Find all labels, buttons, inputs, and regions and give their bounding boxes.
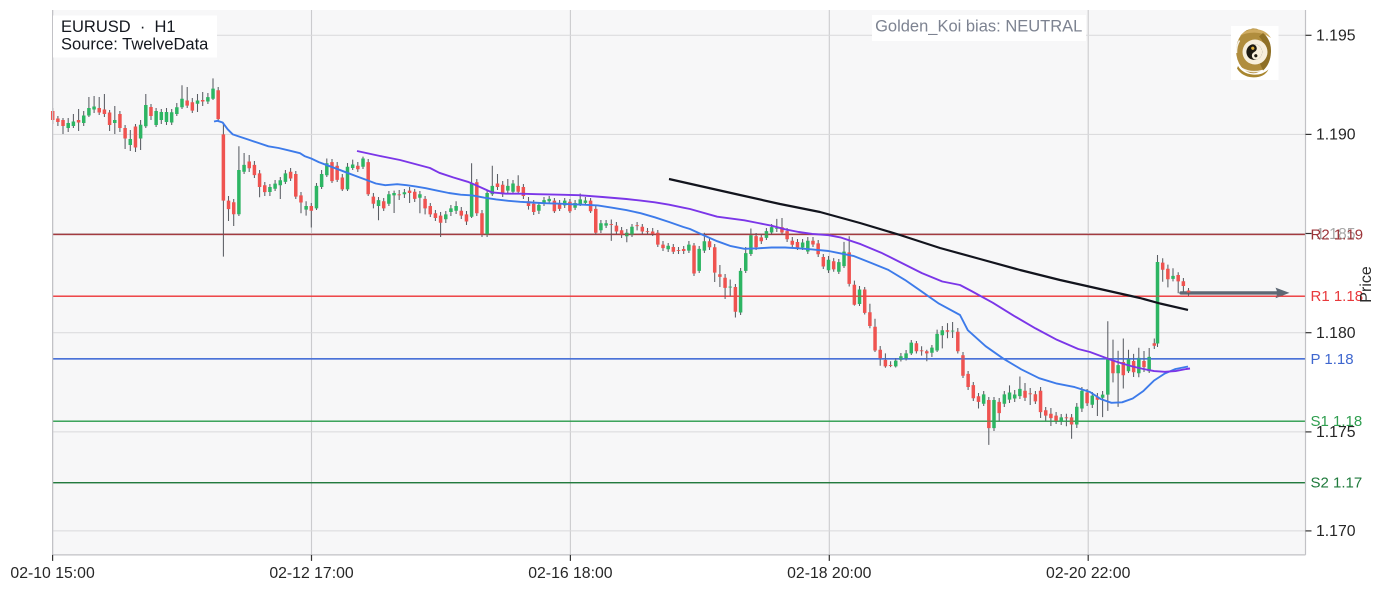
svg-text:S1 1.18: S1 1.18 [1311,413,1363,430]
svg-text:02-20 22:00: 02-20 22:00 [1046,565,1131,582]
svg-text:P 1.18: P 1.18 [1311,351,1354,368]
svg-text:Golden_Koi bias: NEUTRAL: Golden_Koi bias: NEUTRAL [875,18,1082,36]
svg-text:02-10 15:00: 02-10 15:00 [10,565,95,582]
svg-text:1.190: 1.190 [1316,127,1356,144]
svg-text:02-16 18:00: 02-16 18:00 [528,565,613,582]
svg-text:Source: TwelveData: Source: TwelveData [61,36,209,54]
svg-text:1.175: 1.175 [1316,424,1356,441]
svg-text:R1 1.18: R1 1.18 [1311,288,1364,305]
svg-text:Price: Price [1358,266,1375,303]
svg-text:1.170: 1.170 [1316,523,1356,540]
svg-text:02-18 20:00: 02-18 20:00 [787,565,872,582]
svg-text:1.185: 1.185 [1316,226,1356,243]
svg-text:R2 1.19: R2 1.19 [1311,226,1364,243]
svg-text:EURUSD · H1: EURUSD · H1 [61,18,176,36]
svg-text:02-12 17:00: 02-12 17:00 [269,565,354,582]
svg-text:1.180: 1.180 [1316,325,1356,342]
svg-text:S2 1.17: S2 1.17 [1311,475,1363,492]
svg-text:1.195: 1.195 [1316,28,1356,45]
